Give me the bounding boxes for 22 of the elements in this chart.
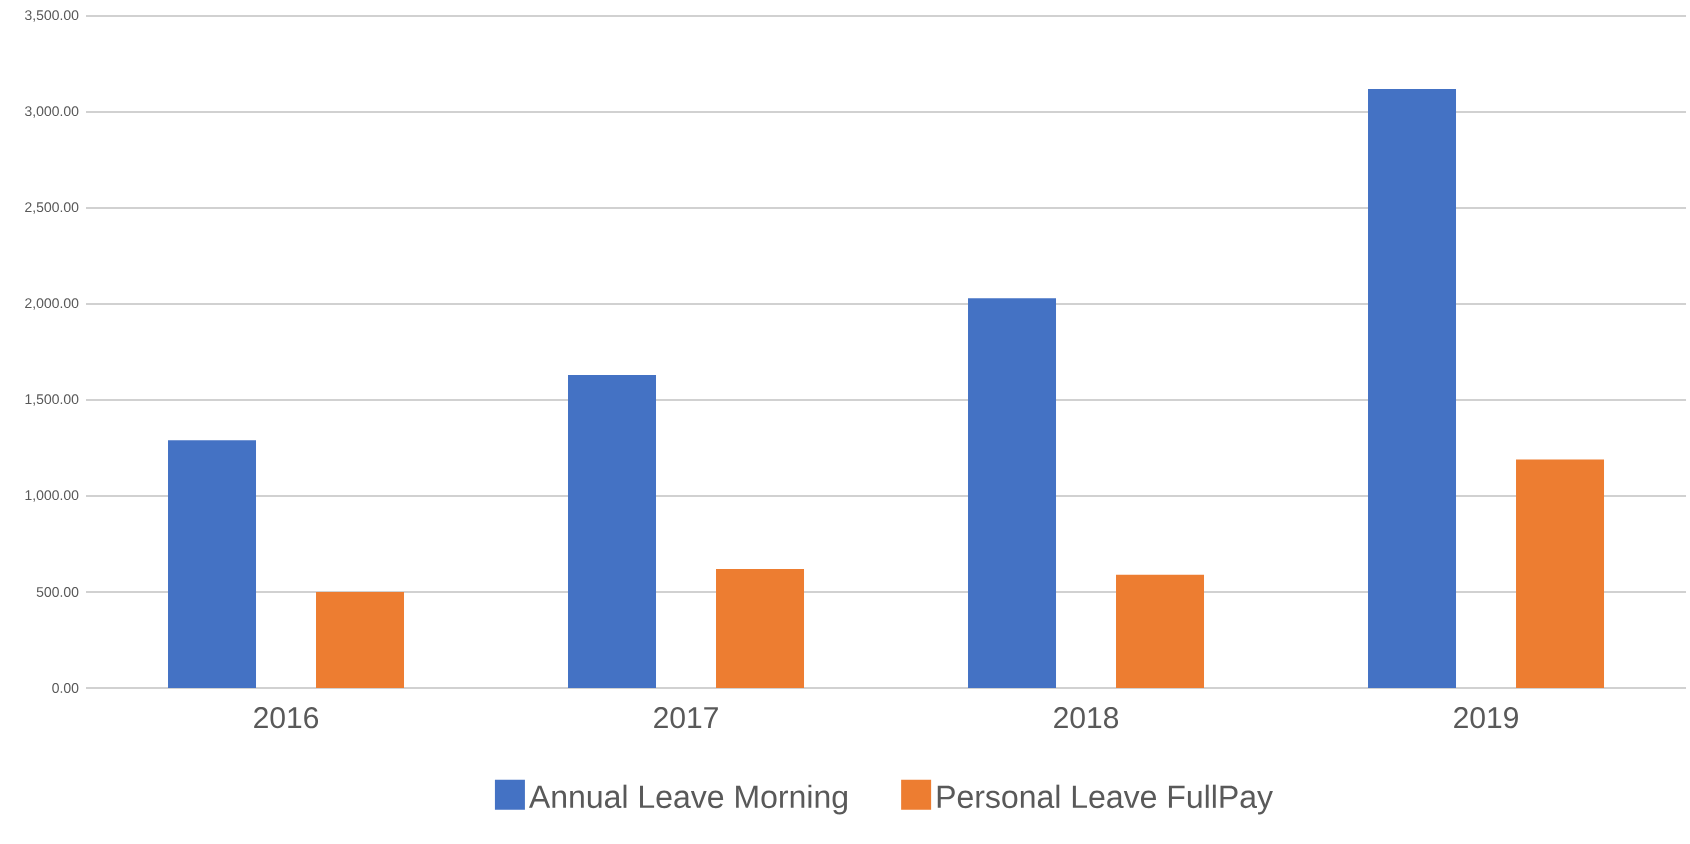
y-tick-label: 0.00 — [52, 683, 79, 693]
bar — [316, 591, 405, 688]
y-tick-label: 2,500.00 — [25, 202, 79, 214]
bar — [1516, 459, 1605, 688]
x-tick-label: 2016 — [254, 707, 319, 729]
x-tick-label: 2017 — [654, 707, 718, 729]
bar — [1368, 88, 1457, 688]
y-tick-label: 500.00 — [36, 587, 79, 597]
bar — [1116, 574, 1205, 688]
bar — [568, 375, 657, 688]
y-tick-label: 1,000.00 — [25, 490, 79, 502]
legend-label: Personal Leave FullPay — [937, 784, 1273, 815]
bar — [716, 568, 805, 688]
legend-label: Annual Leave Morning — [528, 784, 847, 815]
y-tick-label: 1,500.00 — [25, 394, 79, 406]
x-tick-label: 2019 — [1454, 707, 1518, 729]
y-tick-label: 3,500.00 — [24, 10, 79, 22]
bar — [968, 298, 1057, 688]
bar — [168, 440, 257, 688]
x-tick-label: 2018 — [1054, 707, 1119, 729]
y-tick-label: 2,000.00 — [25, 298, 79, 310]
y-tick-label: 3,000.00 — [24, 106, 79, 118]
